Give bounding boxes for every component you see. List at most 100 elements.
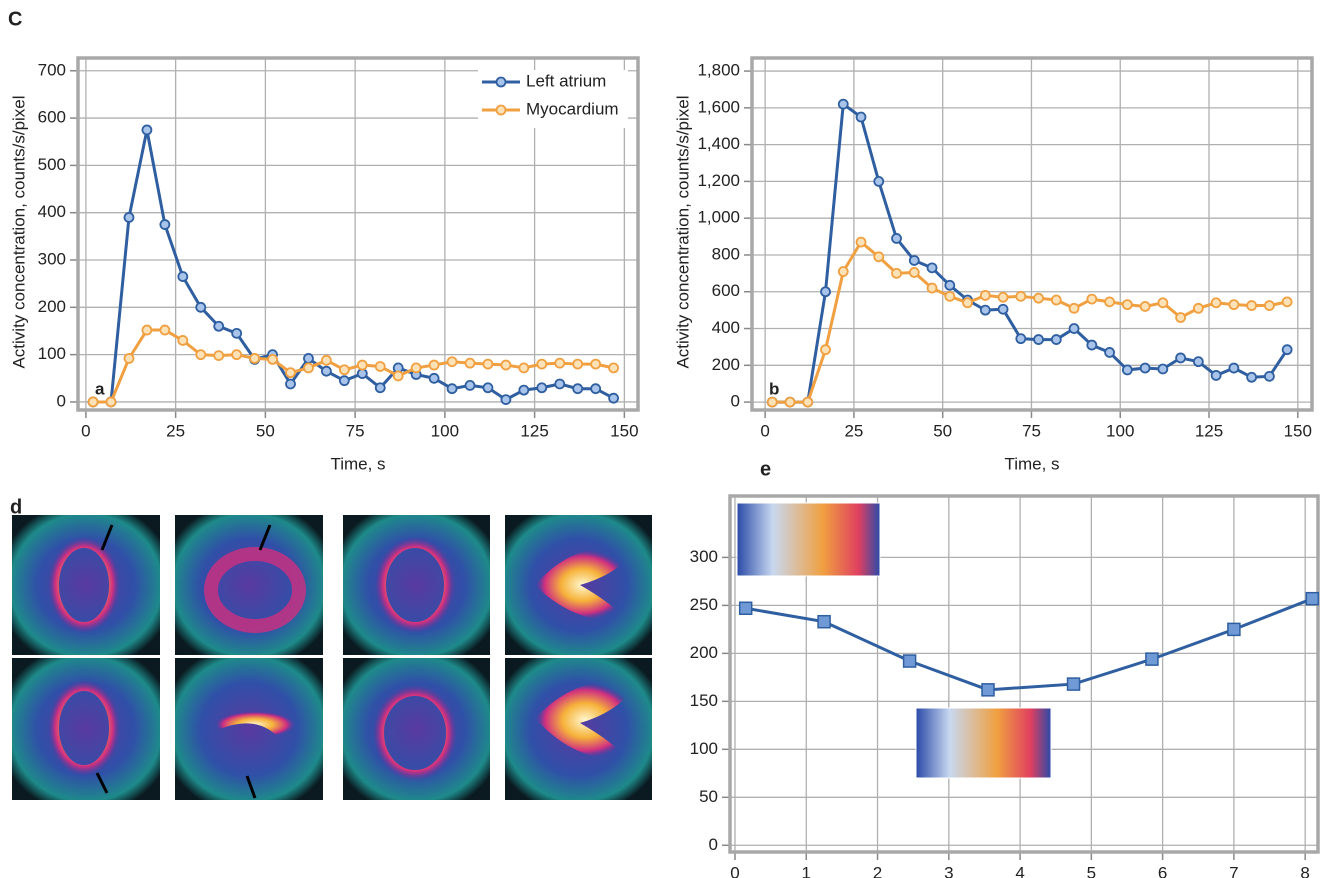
marker <box>1033 334 1044 345</box>
y-tick-label: 0 <box>709 835 718 854</box>
x-tick-label: 7 <box>1229 863 1238 878</box>
marker <box>231 327 243 339</box>
marker <box>820 344 831 356</box>
marker <box>802 396 814 408</box>
y-tick-label: 0 <box>731 392 740 411</box>
marker <box>817 614 831 629</box>
marker <box>518 362 530 374</box>
marker <box>997 303 1009 315</box>
y-tick-label: 1,000 <box>697 208 740 227</box>
marker <box>1068 323 1080 334</box>
marker <box>820 286 831 298</box>
marker <box>1050 334 1062 345</box>
y-tick-label: 150 <box>690 691 718 710</box>
marker <box>766 396 778 408</box>
plot-frame <box>728 494 1320 854</box>
marker <box>374 382 386 394</box>
marker <box>554 357 566 369</box>
marker <box>1157 363 1169 375</box>
marker <box>1068 302 1080 314</box>
marker <box>572 358 584 370</box>
legend-label: Left atrium <box>526 71 606 90</box>
marker <box>1121 299 1133 311</box>
marker <box>141 124 153 136</box>
marker <box>1139 362 1151 374</box>
marker <box>590 358 602 370</box>
y-tick-label: 250 <box>690 595 718 614</box>
marker <box>536 382 548 394</box>
marker <box>1228 362 1240 374</box>
x-tick-label: 3 <box>944 863 953 878</box>
x-tick-label: 5 <box>1087 863 1096 878</box>
marker <box>554 378 566 390</box>
y-tick-label: 0 <box>57 391 66 410</box>
y-tick-label: 800 <box>712 244 740 263</box>
marker <box>590 383 602 395</box>
marker <box>518 384 530 396</box>
marker <box>979 304 991 316</box>
marker <box>1175 312 1187 323</box>
marker <box>482 382 494 394</box>
marker <box>891 233 902 244</box>
marker <box>303 362 314 374</box>
marker <box>428 372 440 384</box>
panel-label: e <box>760 458 771 480</box>
x-tick-label: 150 <box>1284 421 1312 440</box>
y-tick-label: 1,400 <box>697 134 740 153</box>
marker <box>500 359 512 371</box>
x-tick-label: 25 <box>844 421 863 440</box>
x-tick-label: 50 <box>256 421 275 440</box>
marker <box>213 350 225 361</box>
marker <box>1015 333 1027 345</box>
marker <box>784 396 796 408</box>
y-tick-label: 400 <box>712 318 740 337</box>
x-tick-label: 125 <box>520 421 548 440</box>
legend-swatch <box>495 104 507 116</box>
image-tiles <box>12 515 652 800</box>
marker <box>962 297 973 309</box>
marker <box>1263 300 1275 311</box>
marker <box>321 365 332 377</box>
marker <box>1121 364 1133 376</box>
marker <box>1066 677 1081 691</box>
x-tick-label: 75 <box>1022 421 1041 440</box>
inset-image <box>915 707 1052 779</box>
y-tick-label: 1,800 <box>697 61 740 80</box>
marker <box>572 383 584 395</box>
y-tick-label: 1,600 <box>697 97 740 116</box>
marker <box>392 370 404 382</box>
y-tick-label: 500 <box>38 155 66 174</box>
marker <box>1086 293 1098 305</box>
marker <box>338 375 350 387</box>
x-tick-label: 0 <box>730 863 739 878</box>
y-tick-label: 1,200 <box>697 171 740 190</box>
marker <box>213 320 225 332</box>
marker <box>267 353 278 365</box>
marker <box>738 601 753 616</box>
marker <box>1104 296 1115 308</box>
marker <box>873 251 885 263</box>
marker <box>1281 344 1293 356</box>
y-tick-label: 200 <box>712 355 740 374</box>
marker <box>873 176 885 187</box>
panel-label: C <box>8 8 22 30</box>
y-tick-label: 300 <box>38 250 66 269</box>
marker <box>1104 347 1115 358</box>
marker <box>1086 339 1098 351</box>
marker <box>500 394 512 405</box>
marker <box>1192 302 1204 314</box>
marker <box>1192 356 1204 368</box>
marker <box>1210 297 1222 309</box>
marker <box>482 358 494 370</box>
y-tick-label: 700 <box>38 60 66 79</box>
x-tick-label: 1 <box>802 863 811 878</box>
marker <box>608 362 619 374</box>
marker <box>855 236 867 248</box>
series-line <box>745 597 1313 692</box>
x-tick-label: 2 <box>873 863 882 878</box>
marker <box>837 266 849 277</box>
marker <box>855 111 867 123</box>
marker <box>908 267 920 278</box>
x-tick-label: 100 <box>1106 421 1134 440</box>
